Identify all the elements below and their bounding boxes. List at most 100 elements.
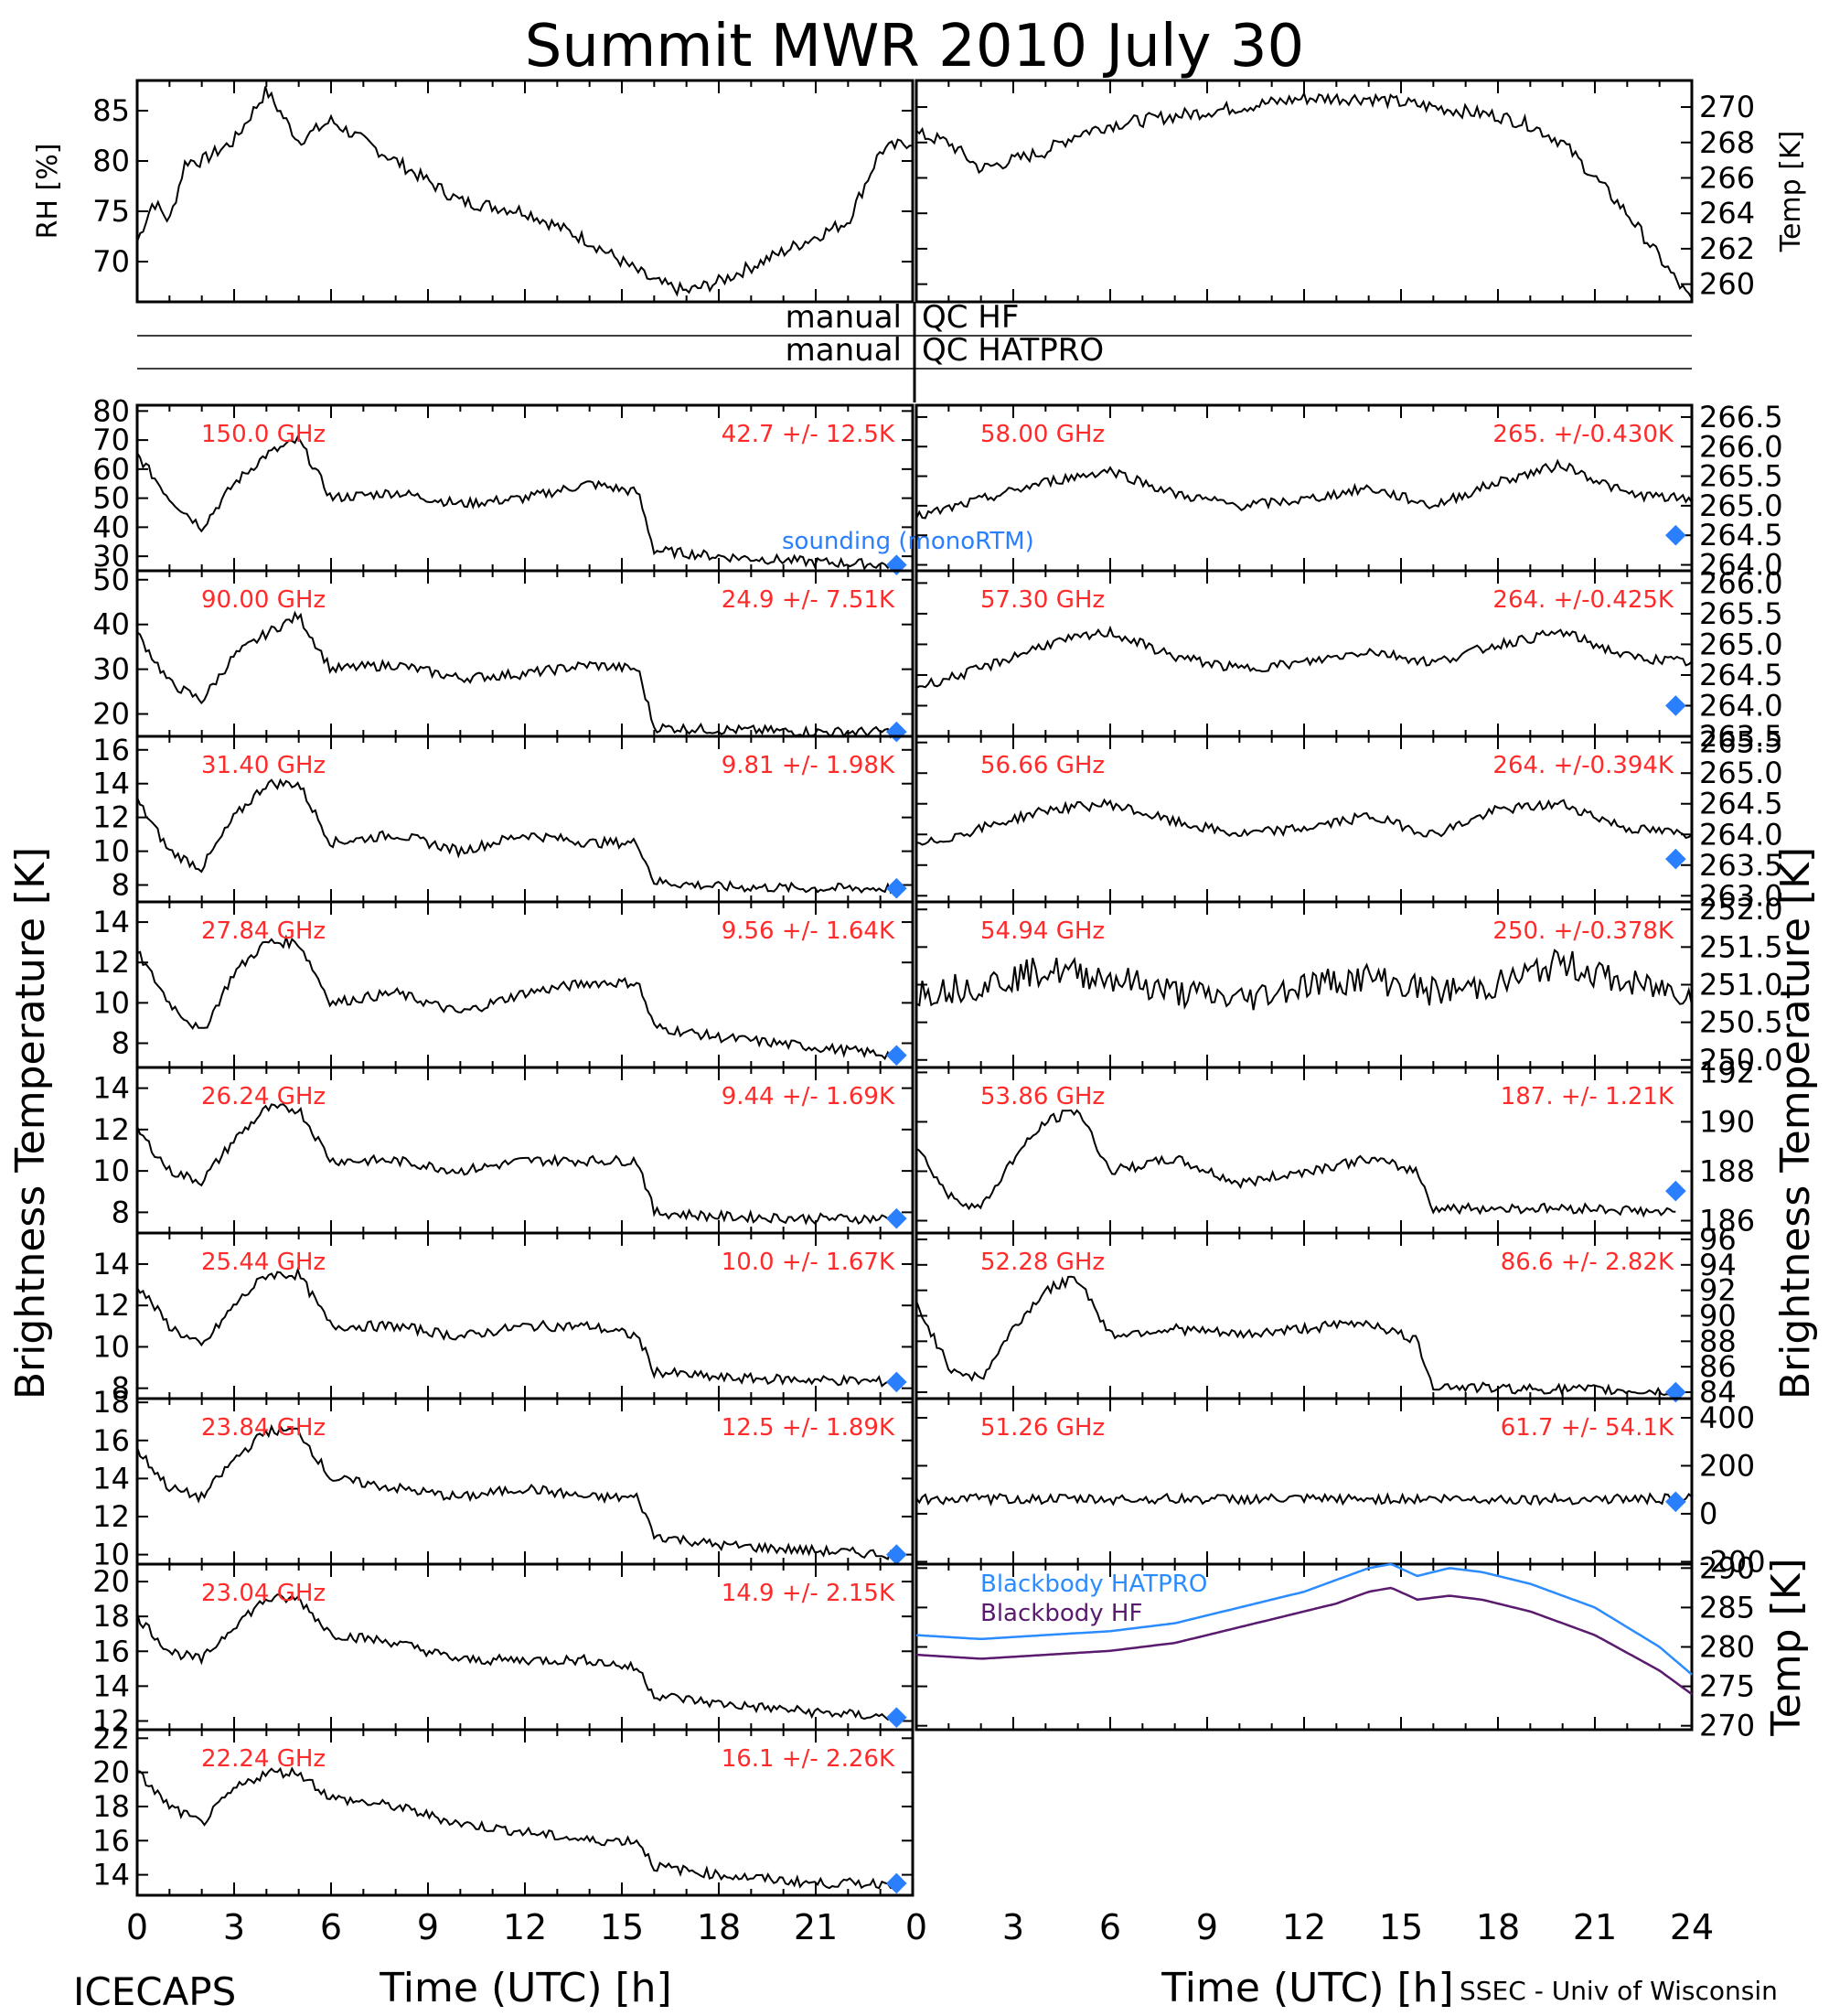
- panel-5-ytick-label: 12: [92, 945, 130, 980]
- qc-row-2-right: QC HATPRO: [922, 332, 1104, 369]
- panel-17-channel-label: 51.26 GHz: [980, 1414, 1105, 1442]
- x-tick-label-left: 15: [600, 1907, 644, 1947]
- panel-10-channel-label: 22.24 GHz: [201, 1745, 326, 1773]
- panel-15-ytick-label: 186: [1699, 1203, 1755, 1238]
- panel-3-ytick-label: 40: [92, 607, 130, 642]
- panel-14-channel-label: 54.94 GHz: [980, 917, 1105, 945]
- panel-12-sounding-marker: [1665, 695, 1686, 716]
- panel-2-ytick-label: 70: [92, 423, 130, 457]
- x-tick-label-left: 9: [417, 1907, 439, 1947]
- panel-11-ytick-label: 264.0: [1699, 548, 1783, 583]
- panel-1-ytick-label: 266: [1699, 160, 1755, 195]
- panel-1-ytick-label: 270: [1699, 90, 1755, 124]
- panel-18-ytick-label: 275: [1699, 1669, 1755, 1704]
- panel-17-ytick-label: -200: [1699, 1544, 1766, 1579]
- panel-15-ytick-label: 190: [1699, 1104, 1755, 1139]
- panel-13-ytick-label: 264.0: [1699, 817, 1783, 852]
- panel-11-ytick-label: 265.0: [1699, 488, 1783, 523]
- panel-8-ytick-label: 12: [92, 1499, 130, 1534]
- panel-14-ytick-label: 251.5: [1699, 929, 1783, 964]
- panel-7-sounding-marker: [886, 1371, 907, 1393]
- panel-3-stat-label: 24.9 +/- 7.51K: [722, 586, 895, 614]
- panel-18-ylabel: Temp [K]: [1763, 1558, 1810, 1736]
- panel-16-ytick-label: 86: [1699, 1349, 1737, 1384]
- panel-10-stat-label: 16.1 +/- 2.26K: [722, 1745, 895, 1773]
- panel-12-ytick-label: 266.0: [1699, 565, 1783, 600]
- panel-1-ytick-label: 262: [1699, 231, 1755, 266]
- panel-8-series-0: [136, 1423, 897, 1560]
- panel-11-channel-label: 58.00 GHz: [980, 421, 1105, 448]
- x-tick-label-left: 18: [697, 1907, 741, 1947]
- panel-18-series-1: [915, 1586, 1693, 1696]
- x-tick-label-left: 6: [320, 1907, 342, 1947]
- panel-2-ytick-label: 40: [92, 509, 130, 544]
- panel-17-ytick-label: 200: [1699, 1448, 1755, 1483]
- panel-9-series-0: [136, 1593, 898, 1723]
- panel-13-sounding-marker: [1665, 848, 1686, 870]
- panel-10-ytick-label: 20: [92, 1755, 130, 1790]
- panel-7-series-0: [136, 1266, 897, 1388]
- panel-1-series-0: [915, 91, 1693, 299]
- panel-3-ytick-label: 30: [92, 652, 130, 687]
- panel-0-ytick-label: 75: [92, 194, 130, 229]
- panel-12-ytick-label: 264.0: [1699, 688, 1783, 723]
- panel-9-sounding-marker: [886, 1707, 907, 1728]
- panel-11-ytick-label: 265.5: [1699, 459, 1783, 494]
- panel-9-ytick-label: 18: [92, 1599, 130, 1634]
- panel-14-ytick-label: 252.0: [1699, 892, 1783, 927]
- panel-2-series-0: [136, 434, 898, 571]
- panel-6-ytick-label: 12: [92, 1112, 130, 1147]
- qc-row-2-left: manual: [786, 332, 902, 369]
- panel-12-channel-label: 57.30 GHz: [980, 586, 1105, 614]
- panel-17-series-0: [915, 1492, 1693, 1507]
- qc-row-1-left: manual: [786, 299, 902, 336]
- figure-title: Summit MWR 2010 July 30: [525, 13, 1305, 80]
- panel-2-ytick-label: 80: [92, 393, 130, 428]
- blackbody-legend-0: Blackbody HATPRO: [980, 1571, 1207, 1598]
- panel-11-stat-label: 265. +/-0.430K: [1492, 421, 1674, 448]
- ylabel-right: Brightness Temperature [K]: [1772, 847, 1819, 1399]
- x-tick-label-left: 21: [794, 1907, 838, 1947]
- panel-9-channel-label: 23.04 GHz: [201, 1580, 326, 1607]
- panel-9-ytick-label: 20: [92, 1564, 130, 1599]
- panel-17-sounding-marker: [1665, 1491, 1686, 1513]
- x-tick-label-right: 6: [1099, 1907, 1121, 1947]
- panel-13-stat-label: 264. +/-0.394K: [1492, 752, 1674, 779]
- panel-3-ytick-label: 50: [92, 563, 130, 597]
- panel-5-stat-label: 9.56 +/- 1.64K: [722, 917, 895, 945]
- panel-10-series-0: [136, 1766, 897, 1890]
- panel-15-sounding-marker: [1665, 1180, 1686, 1202]
- panel-14-stat-label: 250. +/-0.378K: [1492, 917, 1674, 945]
- x-tick-label-right: 24: [1670, 1907, 1714, 1947]
- panel-8-ytick-label: 18: [92, 1385, 130, 1420]
- panel-16-ytick-label: 94: [1699, 1248, 1737, 1282]
- panel-16-ytick-label: 96: [1699, 1222, 1737, 1257]
- panel-2-stat-label: 42.7 +/- 12.5K: [722, 421, 895, 448]
- footer-left: ICECAPS: [73, 1969, 236, 2012]
- panel-4-sounding-marker: [886, 877, 907, 899]
- panel-1-ytick-label: 264: [1699, 196, 1755, 231]
- ylabel-left: Brightness Temperature [K]: [7, 847, 54, 1399]
- panel-8-ytick-label: 10: [92, 1538, 130, 1572]
- panel-10-sounding-marker: [886, 1872, 907, 1894]
- panel-7-stat-label: 10.0 +/- 1.67K: [722, 1249, 895, 1276]
- panel-8-ytick-label: 14: [92, 1461, 130, 1496]
- panel-15-stat-label: 187. +/- 1.21K: [1501, 1083, 1674, 1110]
- panel-6-channel-label: 26.24 GHz: [201, 1083, 326, 1110]
- panel-3-series-0: [136, 610, 898, 739]
- panel-10-ytick-label: 18: [92, 1789, 130, 1824]
- panel-0-ytick-label: 80: [92, 144, 130, 178]
- panel-13-ytick-label: 265.0: [1699, 756, 1783, 790]
- panel-14-ytick-label: 250.0: [1699, 1043, 1783, 1078]
- panel-10-ytick-label: 22: [92, 1721, 130, 1755]
- panel-4-ytick-label: 14: [92, 767, 130, 801]
- panel-17-ytick-label: 0: [1699, 1496, 1717, 1531]
- xlabel-right: Time (UTC) [h]: [1161, 1965, 1453, 2011]
- panel-6-stat-label: 9.44 +/- 1.69K: [722, 1083, 895, 1110]
- panel-15-ytick-label: 192: [1699, 1055, 1755, 1089]
- panel-4-series-0: [136, 777, 898, 895]
- panel-15-ytick-label: 188: [1699, 1153, 1755, 1188]
- x-tick-label-right: 3: [1002, 1907, 1024, 1947]
